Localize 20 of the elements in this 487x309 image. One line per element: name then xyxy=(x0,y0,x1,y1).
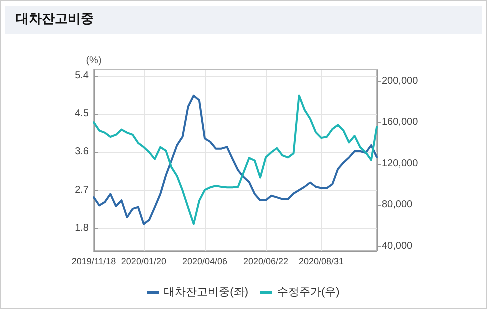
y2-tick-label: 80,000 xyxy=(382,200,414,211)
chart-title: 대차잔고비중 xyxy=(5,6,482,34)
y2-tick-label: 120,000 xyxy=(382,158,419,170)
y2-tick-label: 160,000 xyxy=(382,117,419,128)
legend-label: 대차잔고비중(좌) xyxy=(164,286,248,298)
x-tick-label: 2020/01/20 xyxy=(121,256,166,266)
y-tick-label: 4.5 xyxy=(75,108,90,120)
x-tick-label: 2020/06/22 xyxy=(243,256,289,266)
x-tick-label: 2020/04/06 xyxy=(182,256,228,266)
y-tick-label: 3.6 xyxy=(75,146,90,158)
y2-tick-label: 40,000 xyxy=(382,240,414,252)
y-tick-label: 2.7 xyxy=(75,184,90,196)
y-axis-title: (%) xyxy=(86,56,102,66)
line-series xyxy=(93,94,378,226)
x-tick-label: 2019/11/18 xyxy=(72,256,116,266)
x-tick-label: 2020/08/31 xyxy=(298,256,344,266)
y-tick-label: 5.4 xyxy=(75,70,90,82)
legend-label: 수정주가(우) xyxy=(278,286,340,298)
y-tick-label: 1.8 xyxy=(75,223,90,234)
y2-tick-label: 200,000 xyxy=(382,76,419,87)
